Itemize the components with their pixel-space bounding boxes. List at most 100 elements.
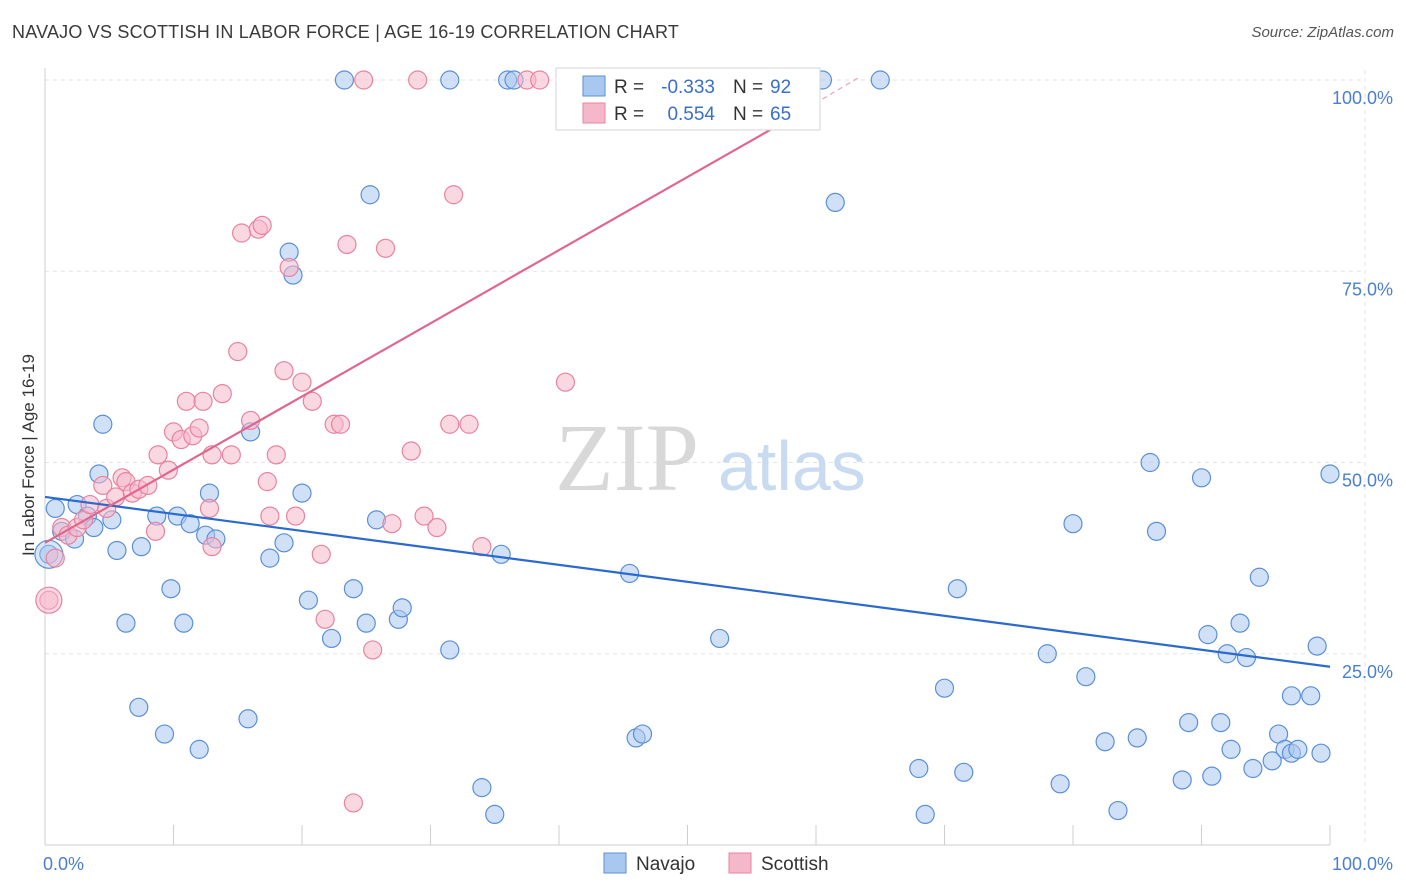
scottish-point-38 — [285, 506, 306, 526]
chart-source: Source: ZipAtlas.com — [1251, 24, 1394, 41]
navajo-point-80 — [1262, 751, 1282, 771]
scottish-point-45 — [337, 234, 357, 255]
y-tick-label-2: 75.0% — [1342, 279, 1393, 299]
y-tick-label-1: 50.0% — [1342, 471, 1393, 491]
navajo-point-44 — [491, 544, 511, 564]
navajo-point-36 — [360, 185, 380, 205]
navajo-point-26 — [260, 548, 280, 568]
navajo-point-11 — [116, 613, 136, 633]
y-tick-label-3: 100.0% — [1332, 88, 1393, 108]
navajo-point-16 — [161, 579, 181, 599]
scottish-point-7 — [93, 475, 113, 496]
x-tick-label-max: 100.0% — [1332, 854, 1393, 874]
navajo-point-1 — [45, 498, 65, 518]
legend-swatch-scottish — [582, 102, 606, 124]
chart-title: NAVAJO VS SCOTTISH IN LABOR FORCE | AGE … — [12, 22, 680, 42]
navajo-point-73 — [1211, 712, 1231, 733]
navajo-point-89 — [1320, 464, 1340, 484]
scottish-point-54 — [427, 517, 447, 538]
navajo-point-19 — [180, 514, 200, 534]
navajo-point-84 — [1288, 739, 1308, 759]
navajo-point-67 — [1146, 521, 1167, 541]
scottish-point-24 — [199, 498, 220, 518]
scottish-point-35 — [266, 445, 286, 465]
navajo-point-34 — [343, 579, 363, 599]
navajo-point-78 — [1243, 758, 1263, 779]
navajo-point-33 — [334, 70, 355, 90]
scottish-point-52 — [408, 70, 428, 90]
navajo-point-62 — [1076, 667, 1096, 687]
scottish-point-20 — [176, 391, 196, 411]
scottish-point-48 — [363, 640, 383, 660]
navajo-point-65 — [1127, 728, 1147, 748]
navajo-point-53 — [825, 192, 845, 212]
navajo-point-70 — [1191, 468, 1212, 488]
scottish-point-27 — [221, 445, 241, 465]
scottish-point-51 — [401, 441, 421, 461]
navajo-point-86 — [1301, 686, 1321, 706]
scottish-point-33 — [257, 472, 277, 492]
correlation-legend: R = -0.333 N = 92 R = 0.554 N = 65 — [555, 67, 821, 131]
series-legend-swatch-scottish — [728, 852, 752, 874]
navajo-point-55 — [909, 758, 929, 779]
legend-n-value-navajo: 92 — [770, 77, 791, 98]
navajo-point-61 — [1063, 514, 1083, 534]
legend-n-label-navajo: N = — [733, 77, 763, 98]
scottish-point-36 — [274, 361, 294, 381]
scottish-point-44 — [330, 414, 351, 434]
watermark-zip: ZIP — [555, 404, 699, 511]
navajo-trend-line — [44, 495, 1331, 668]
navajo-point-63 — [1095, 732, 1115, 752]
scottish-point-60 — [555, 372, 576, 392]
y-tick-labels: 25.0% 50.0% 75.0% 100.0% — [1332, 88, 1393, 682]
scottish-point-56 — [444, 185, 464, 205]
navajo-point-85 — [1281, 686, 1302, 706]
navajo-point-58 — [954, 762, 974, 782]
scottish-point-64 — [202, 537, 222, 557]
scottish-point-22 — [189, 418, 209, 438]
scottish-point-32 — [252, 215, 272, 235]
scottish-trend-line — [44, 121, 785, 544]
navajo-point-88 — [1311, 743, 1331, 763]
legend-r-label-scottish: R = — [614, 104, 644, 125]
scottish-point-16 — [148, 445, 168, 465]
scottish-point-53 — [414, 506, 434, 526]
scottish-point-50 — [382, 514, 402, 534]
legend-r-label-navajo: R = — [614, 77, 644, 98]
series-legend-label-navajo: Navajo — [636, 854, 695, 875]
scottish-point-15 — [145, 521, 166, 541]
navajo-series — [34, 70, 1340, 825]
navajo-point-56 — [934, 678, 955, 698]
watermark: ZIP atlas — [555, 404, 866, 511]
scottish-point-29 — [232, 223, 252, 243]
series-legend-swatch-navajo — [603, 852, 627, 874]
navajo-point-90 — [915, 804, 935, 825]
navajo-point-30 — [292, 483, 312, 503]
navajo-point-12 — [129, 697, 149, 717]
legend-swatch-navajo — [582, 75, 606, 97]
scottish-point-59 — [530, 70, 550, 90]
navajo-point-10 — [107, 540, 127, 561]
scottish-point-23 — [193, 391, 213, 411]
navajo-point-57 — [947, 579, 967, 599]
navajo-point-42 — [472, 778, 492, 798]
navajo-point-75 — [1221, 739, 1241, 759]
navajo-point-50 — [710, 628, 730, 649]
navajo-point-31 — [298, 590, 319, 610]
legend-n-label-scottish: N = — [733, 104, 763, 125]
navajo-point-79 — [1249, 567, 1269, 587]
watermark-atlas: atlas — [718, 427, 866, 505]
trend-lines — [44, 75, 1331, 668]
navajo-point-60 — [1050, 774, 1070, 794]
legend-r-value-scottish: 0.554 — [667, 104, 715, 125]
navajo-point-64 — [1108, 800, 1128, 821]
scottish-point-47 — [354, 70, 374, 90]
navajo-point-59 — [1037, 644, 1057, 664]
scottish-point-37 — [279, 257, 299, 278]
navajo-point-39 — [392, 598, 412, 618]
navajo-point-20 — [189, 739, 209, 759]
scottish-point-40 — [302, 391, 322, 411]
navajo-point-54 — [870, 70, 890, 90]
navajo-point-8 — [93, 414, 113, 434]
scottish-point-49 — [375, 238, 396, 258]
